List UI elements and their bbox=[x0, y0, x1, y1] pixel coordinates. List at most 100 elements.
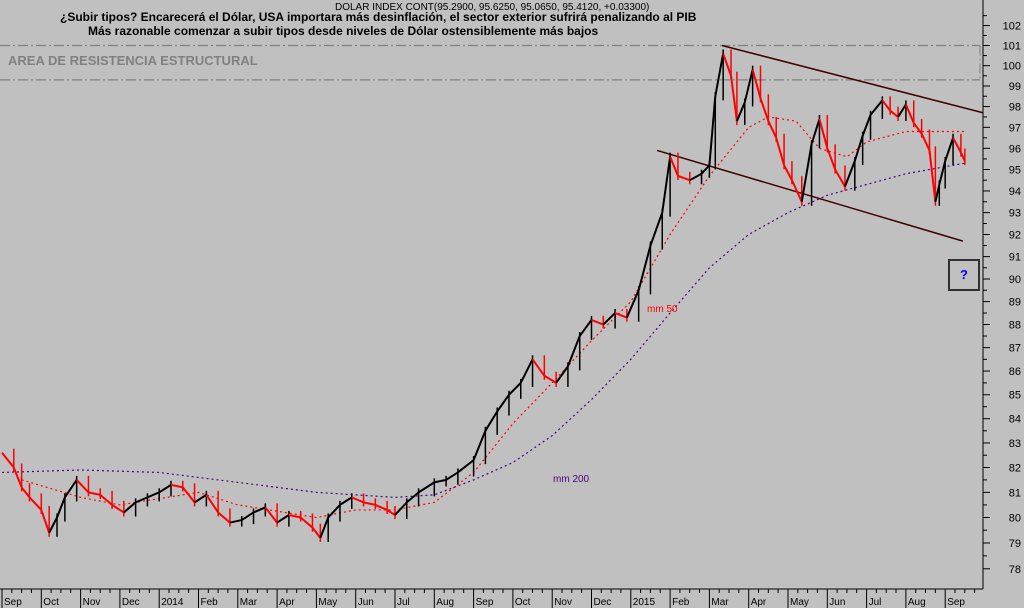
price-bar bbox=[217, 511, 231, 524]
price-bar bbox=[327, 504, 341, 519]
price-bar bbox=[810, 118, 821, 145]
price-bar bbox=[229, 519, 242, 524]
mm200-line bbox=[1, 162, 965, 498]
price-bar bbox=[928, 150, 937, 202]
price-bar bbox=[406, 491, 420, 504]
y-tick-label: 79 bbox=[1009, 538, 1021, 550]
price-bar bbox=[1, 452, 15, 469]
price-bar bbox=[800, 143, 813, 202]
price-bar bbox=[543, 374, 557, 384]
instrument-label: DOLAR INDEX CONT(95.2900, 95.6250, 95.06… bbox=[335, 2, 650, 13]
price-bar bbox=[625, 289, 640, 319]
mm50-line bbox=[21, 116, 965, 519]
x-tick-label: Dec bbox=[594, 597, 612, 608]
price-bar bbox=[881, 99, 891, 112]
chart-title: ¿Subir tipos? Encarecerá el Dólar, USA i… bbox=[60, 10, 697, 24]
x-tick-label: Jul bbox=[869, 597, 882, 608]
price-bar bbox=[28, 496, 43, 511]
price-bar bbox=[669, 156, 679, 177]
y-tick-label: 82 bbox=[1009, 463, 1021, 475]
x-tick-label: Jul bbox=[397, 597, 410, 608]
y-tick-label: 81 bbox=[1009, 487, 1021, 499]
y-tick-label: 93 bbox=[1009, 208, 1021, 220]
price-bar bbox=[311, 527, 322, 539]
x-tick-label: Nov bbox=[83, 597, 101, 608]
price-bar bbox=[751, 69, 762, 99]
price-bar bbox=[147, 491, 160, 499]
x-tick-label: Sep bbox=[476, 597, 494, 608]
price-bar bbox=[264, 506, 278, 524]
y-tick-label: 78 bbox=[1009, 564, 1021, 576]
x-tick-label: Nov bbox=[554, 597, 572, 608]
price-bar bbox=[386, 509, 396, 516]
price-bar bbox=[48, 517, 58, 534]
price-bar bbox=[722, 53, 732, 77]
x-tick-label: May bbox=[790, 597, 809, 608]
price-bar bbox=[700, 164, 711, 175]
price-bar bbox=[339, 496, 353, 506]
y-tick-label: 96 bbox=[1009, 143, 1021, 155]
price-bar bbox=[897, 103, 907, 118]
price-bar bbox=[472, 430, 487, 461]
price-bar bbox=[649, 212, 664, 246]
price-bar bbox=[677, 174, 691, 182]
y-tick-label: 94 bbox=[1009, 186, 1021, 198]
price-bar bbox=[783, 164, 793, 181]
price-bar bbox=[904, 104, 915, 124]
price-bar bbox=[111, 504, 125, 514]
price-bar bbox=[869, 99, 884, 116]
x-tick-label: Jun bbox=[829, 597, 845, 608]
price-bar bbox=[40, 509, 51, 534]
x-tick-label: Dec bbox=[122, 597, 140, 608]
price-bar bbox=[276, 514, 290, 524]
price-bar bbox=[944, 137, 955, 162]
price-bar bbox=[826, 147, 837, 170]
price-bar bbox=[496, 394, 510, 413]
price-bar bbox=[445, 471, 459, 481]
price-bar bbox=[938, 160, 947, 185]
chart-subtitle: Más razonable comenzar a subir tipos des… bbox=[88, 24, 599, 38]
x-tick-label: 2015 bbox=[633, 597, 656, 608]
price-bar bbox=[12, 467, 23, 488]
price-bar bbox=[418, 481, 435, 494]
price-bar bbox=[88, 491, 101, 496]
mm200-label: mm 200 bbox=[553, 474, 590, 485]
price-bar bbox=[834, 169, 846, 188]
y-tick-label: 98 bbox=[1009, 102, 1021, 114]
price-bar bbox=[158, 484, 172, 494]
y-tick-label: 85 bbox=[1009, 390, 1021, 402]
y-tick-label: 90 bbox=[1009, 274, 1021, 286]
price-bar bbox=[735, 102, 746, 122]
y-tick-label: 102 bbox=[1003, 21, 1021, 33]
price-bar bbox=[519, 358, 534, 384]
price-bar bbox=[714, 53, 725, 97]
price-bar bbox=[602, 312, 616, 326]
price-bar bbox=[374, 503, 388, 511]
x-tick-label: Feb bbox=[201, 597, 219, 608]
x-tick-label: Sep bbox=[947, 597, 965, 608]
price-bar bbox=[205, 494, 219, 514]
x-tick-label: Mar bbox=[240, 597, 258, 608]
price-bar bbox=[708, 96, 717, 166]
price-bar bbox=[743, 69, 754, 103]
price-bar bbox=[889, 109, 899, 118]
y-tick-label: 88 bbox=[1009, 320, 1021, 332]
price-bar bbox=[861, 114, 872, 137]
y-tick-label: 97 bbox=[1009, 122, 1021, 134]
price-bar bbox=[135, 496, 148, 504]
price-bar bbox=[300, 516, 314, 529]
price-bar bbox=[484, 410, 499, 432]
y-tick-label: 80 bbox=[1009, 513, 1021, 525]
x-tick-label: Aug bbox=[436, 597, 454, 608]
price-bar bbox=[123, 501, 137, 514]
y-tick-label: 95 bbox=[1009, 165, 1021, 177]
channel-lower-line bbox=[656, 149, 964, 242]
channel-upper-line bbox=[721, 44, 984, 114]
x-tick-label: Oct bbox=[515, 597, 531, 608]
x-tick-label: 2014 bbox=[161, 597, 184, 608]
price-bar bbox=[566, 335, 581, 367]
price-bar bbox=[689, 172, 703, 182]
x-tick-label: Feb bbox=[672, 597, 690, 608]
y-tick-label: 84 bbox=[1009, 414, 1021, 426]
